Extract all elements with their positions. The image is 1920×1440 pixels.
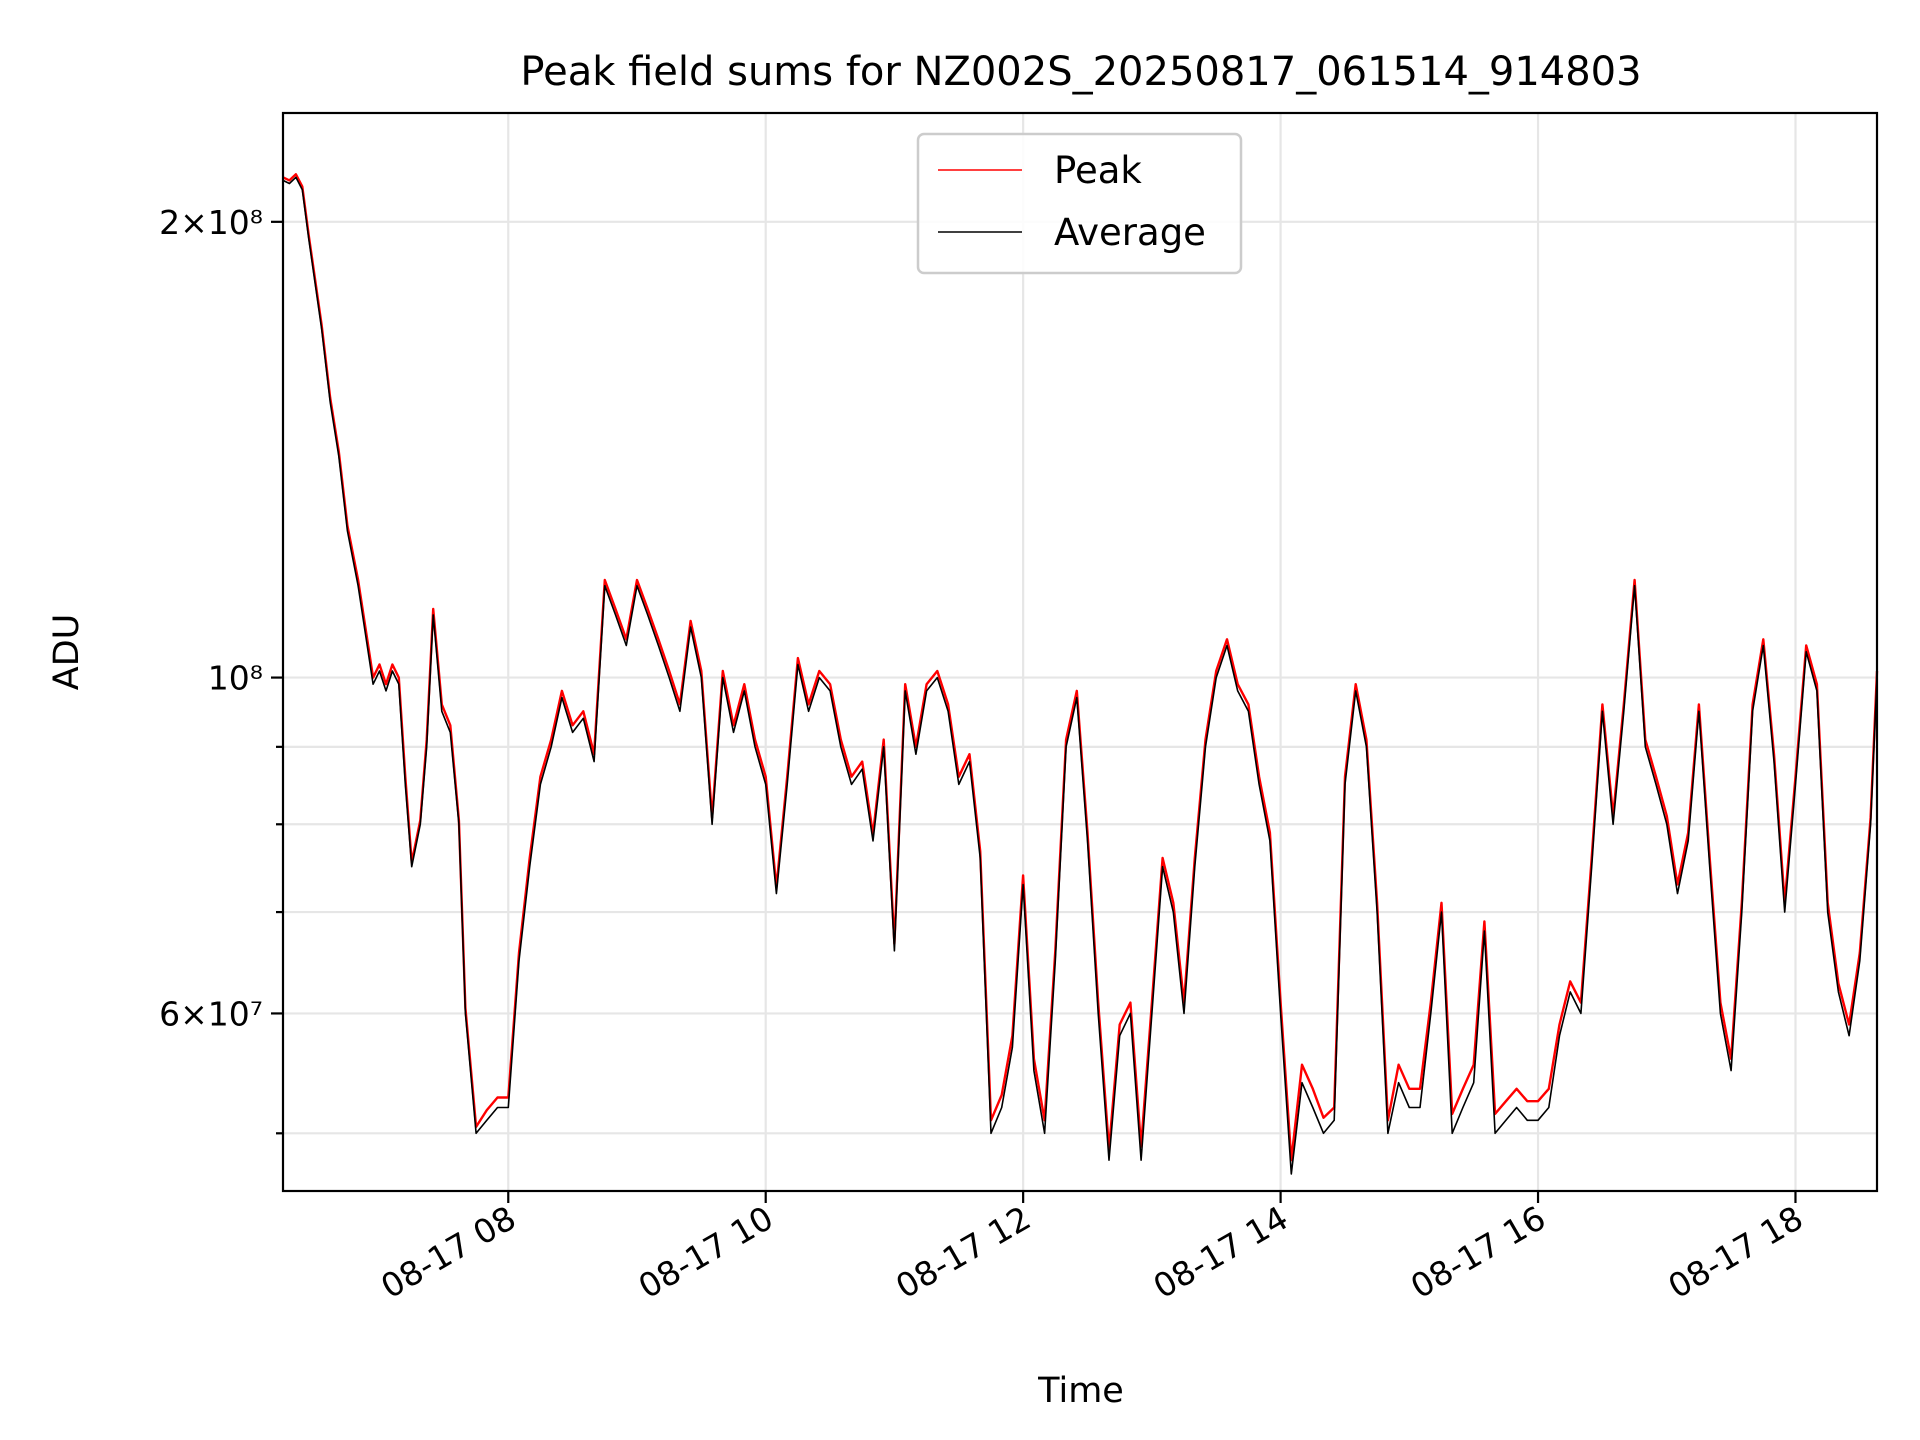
legend-label-peak: Peak bbox=[1054, 149, 1142, 192]
series-peak-line bbox=[282, 173, 1879, 1162]
plot-frame bbox=[281, 111, 1879, 1193]
y-tick-label: 2×10⁸ bbox=[159, 203, 263, 242]
x-tick-label: 08-17 18 bbox=[1661, 1198, 1809, 1306]
ticks-layer: 08-17 08 08-17 10 08-17 12 08-17 14 08-17 16… bbox=[159, 203, 1809, 1306]
series-layer bbox=[282, 173, 1879, 1175]
legend-label-average: Average bbox=[1054, 211, 1206, 254]
chart-title: Peak field sums for NZ002S_20250817_0615… bbox=[520, 49, 1641, 95]
y-tick-label: 10⁸ bbox=[208, 659, 263, 698]
x-tick-label: 08-17 10 bbox=[632, 1198, 780, 1306]
legend-box bbox=[916, 132, 1243, 275]
legend: Peak Average bbox=[916, 132, 1243, 275]
x-tick-label: 08-17 16 bbox=[1404, 1198, 1552, 1306]
y-tick-label: 6×10⁷ bbox=[159, 994, 263, 1033]
x-tick-label: 08-17 08 bbox=[374, 1198, 522, 1306]
grid-layer bbox=[283, 113, 1877, 1191]
x-tick-label: 08-17 12 bbox=[889, 1198, 1037, 1306]
x-axis-label: Time bbox=[1037, 1371, 1124, 1411]
series-average-line bbox=[282, 176, 1878, 1175]
x-tick-label: 08-17 14 bbox=[1147, 1198, 1295, 1306]
y-axis-label: ADU bbox=[47, 614, 87, 691]
